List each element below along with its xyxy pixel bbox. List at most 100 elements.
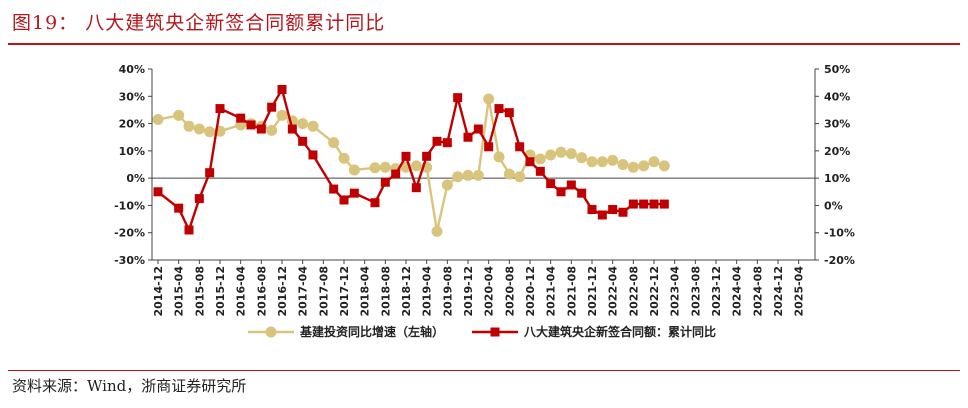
data-point (183, 120, 195, 132)
data-point (338, 152, 350, 164)
data-point (493, 151, 505, 163)
data-point (565, 148, 577, 160)
x-tick-label: 2022-04 (607, 266, 620, 317)
data-point (586, 156, 598, 168)
data-point (193, 123, 205, 135)
right-tick-label: 30% (824, 118, 850, 131)
data-point (329, 184, 339, 194)
data-point (627, 161, 639, 173)
data-point (515, 142, 525, 152)
data-point (577, 188, 587, 198)
right-tick-label: 0% (824, 199, 843, 212)
source-note: 资料来源：Wind，浙商证券研究所 (12, 377, 247, 395)
data-point (236, 113, 246, 123)
data-point (432, 136, 442, 146)
right-axis-ticks: 50% 40% 30% 20% 10% 0% -10% -20% (815, 63, 855, 267)
data-point (410, 160, 422, 172)
data-point (441, 179, 453, 191)
data-point (534, 153, 546, 165)
data-point (266, 124, 278, 136)
line-chart: 40% 30% 20% 10% 0% -10% -20% -30% 50% 40% 30% 20% 1… (114, 63, 855, 339)
x-axis-ticks: 2014-12 2015-04 2015-08 2015-12 2016-04 2016-… (152, 260, 806, 317)
data-point (370, 198, 380, 208)
x-tick-label: 2020-08 (503, 266, 516, 317)
left-tick-label: 20% (119, 118, 145, 131)
legend-label-invest: 基建投资同比增速（左轴） (299, 324, 444, 339)
data-point (379, 161, 391, 173)
data-point (639, 199, 649, 209)
data-point (608, 205, 618, 215)
x-tick-label: 2021-04 (545, 266, 558, 317)
right-tick-label: 40% (824, 90, 850, 103)
data-point (462, 169, 474, 181)
x-tick-label: 2016-12 (276, 266, 289, 317)
data-point (545, 149, 557, 161)
data-point (648, 156, 660, 168)
data-point (473, 124, 483, 134)
x-tick-label: 2024-08 (751, 266, 764, 317)
data-point (267, 102, 277, 112)
left-tick-label: -10% (114, 199, 145, 212)
data-point (659, 199, 669, 209)
x-tick-label: 2020-12 (524, 266, 537, 317)
data-point (348, 164, 360, 176)
data-point (628, 199, 638, 209)
data-point (205, 168, 215, 178)
right-tick-label: -10% (824, 227, 855, 240)
x-tick-label: 2016-04 (235, 266, 248, 317)
data-point (617, 159, 629, 170)
data-point (204, 126, 216, 138)
data-point (658, 160, 670, 172)
right-tick-label: 50% (824, 63, 850, 76)
data-point (483, 93, 495, 105)
data-point (308, 150, 318, 160)
x-tick-label: 2021-12 (586, 266, 599, 317)
data-point (153, 187, 163, 197)
figure-title: 图19： 八大建筑央企新签合同额累计同比 (12, 12, 386, 34)
data-point (194, 194, 204, 204)
data-point (472, 169, 484, 181)
data-point (442, 138, 452, 148)
data-point (369, 162, 381, 174)
data-point (298, 136, 308, 146)
data-point (431, 225, 443, 237)
x-tick-label: 2022-08 (627, 266, 640, 317)
data-point (380, 177, 390, 187)
left-tick-label: -30% (114, 254, 145, 267)
left-axis-ticks: 40% 30% 20% 10% 0% -10% -20% -30% (114, 63, 152, 267)
x-tick-label: 2017-04 (297, 266, 310, 317)
series-line (157, 88, 665, 232)
data-point (287, 124, 297, 134)
x-tick-label: 2017-12 (338, 266, 351, 317)
data-point (597, 210, 607, 220)
x-tick-label: 2015-08 (193, 266, 206, 317)
data-point (525, 157, 535, 167)
x-tick-label: 2018-12 (400, 266, 413, 317)
data-point (277, 84, 287, 94)
data-point (215, 104, 225, 114)
data-point (174, 203, 184, 213)
data-point (411, 183, 421, 193)
data-point (514, 171, 526, 183)
legend-label-contract: 八大建筑央企新签合同额：累计同比 (523, 324, 716, 339)
data-point (596, 156, 608, 168)
left-tick-label: 40% (119, 63, 145, 76)
data-point (339, 195, 349, 205)
x-tick-label: 2019-04 (421, 266, 434, 317)
data-point (535, 166, 545, 176)
data-point (555, 146, 567, 158)
data-point (184, 225, 194, 235)
x-tick-label: 2023-08 (689, 266, 702, 317)
x-tick-label: 2021-08 (565, 266, 578, 317)
x-tick-label: 2024-12 (772, 266, 785, 317)
title-rule (8, 43, 960, 45)
data-point (463, 132, 473, 142)
x-tick-label: 2023-12 (710, 266, 723, 317)
x-tick-label: 2016-08 (255, 266, 268, 317)
legend-marker-invest (265, 326, 277, 338)
data-point (328, 137, 340, 149)
x-tick-label: 2015-04 (173, 266, 186, 317)
x-tick-label: 2024-04 (731, 266, 744, 317)
data-point (152, 113, 164, 125)
data-point (422, 151, 432, 161)
